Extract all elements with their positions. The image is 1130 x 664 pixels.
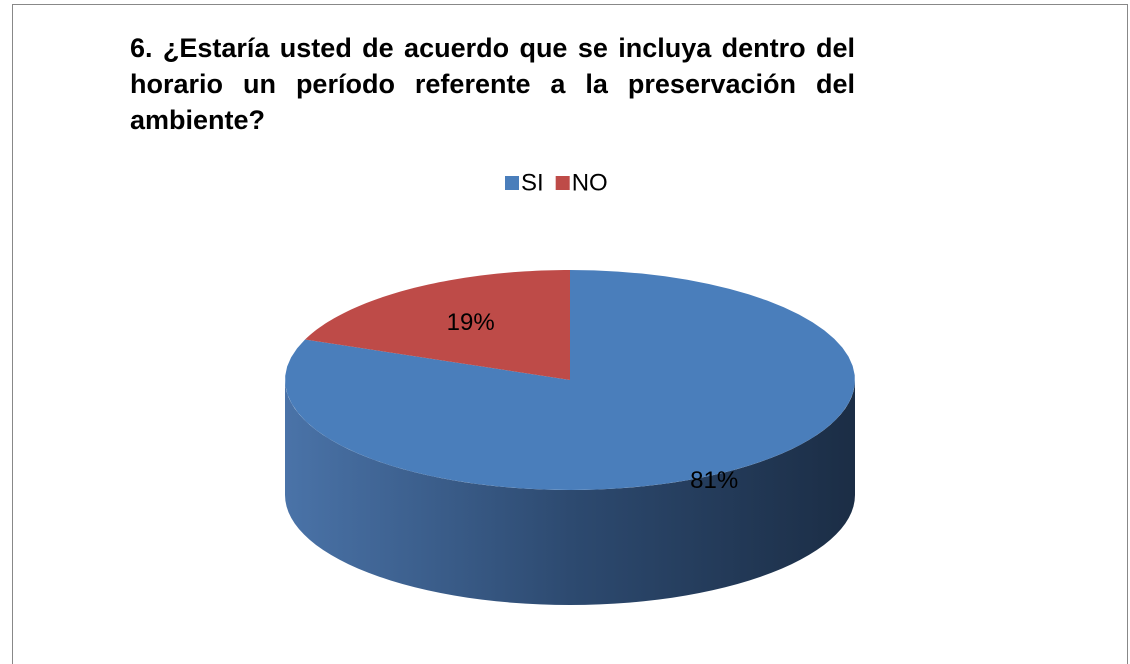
legend-label: NO [572,169,608,196]
chart-frame [12,4,1128,664]
pie-side [285,380,855,605]
pie-slice [285,270,855,490]
data-label: 81% [690,467,738,494]
legend-swatch [505,176,519,190]
legend-label: SI [521,169,544,196]
pie-slice [305,270,570,380]
legend-swatch [555,176,570,190]
data-label: 19% [447,309,495,336]
chart-title: 6. ¿Estaría usted de acuerdo que se incl… [130,33,855,135]
